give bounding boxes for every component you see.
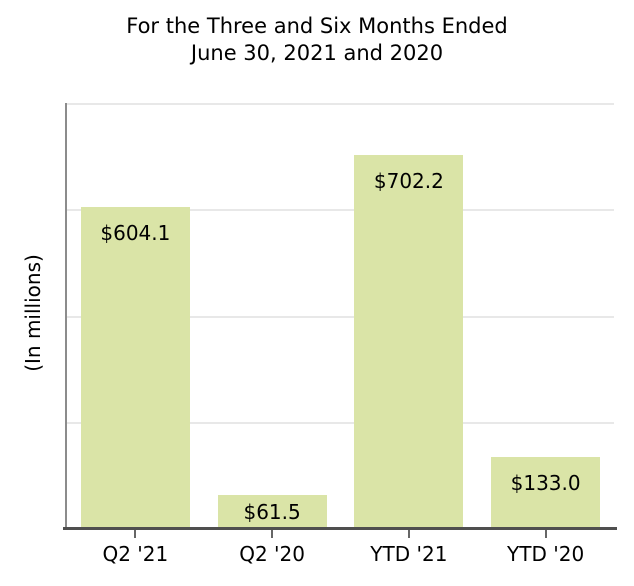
bar-value-label-ytd-20: $133.0 [510,471,581,496]
chart-title: For the Three and Six Months Ended June … [0,13,634,67]
y-axis-label: (In millions) [21,254,45,372]
x-tick-label-ytd-21: YTD '21 [370,542,448,566]
x-axis-line [63,527,617,530]
x-tick-q2-21 [134,530,137,538]
gridline-400 [67,315,614,318]
x-tick-ytd-21 [407,530,410,538]
bar-q2-21: $604.1 [80,207,190,528]
chart-title-line-2: June 30, 2021 and 2020 [190,41,444,65]
gridline-200 [67,421,614,424]
gridline-800 [67,103,614,105]
bar-value-label-ytd-21: $702.2 [373,168,444,193]
bar-ytd-20: $133.0 [491,457,601,528]
chart-title-line-1: For the Three and Six Months Ended [126,14,508,38]
bar-ytd-21: $702.2 [354,154,464,528]
bar-value-label-q2-20: $61.5 [243,499,301,524]
x-tick-ytd-20 [544,530,547,538]
plot-area: $604.1 $61.5 $702.2 $133.0 [65,103,614,528]
x-tick-label-ytd-20: YTD '20 [507,542,585,566]
x-tick-label-q2-21: Q2 '21 [102,542,169,566]
bar-value-label-q2-21: $604.1 [100,221,171,246]
x-tick-label-q2-20: Q2 '20 [239,542,306,566]
bar-q2-20: $61.5 [217,495,327,528]
x-tick-q2-20 [271,530,274,538]
gridline-600 [67,209,614,212]
